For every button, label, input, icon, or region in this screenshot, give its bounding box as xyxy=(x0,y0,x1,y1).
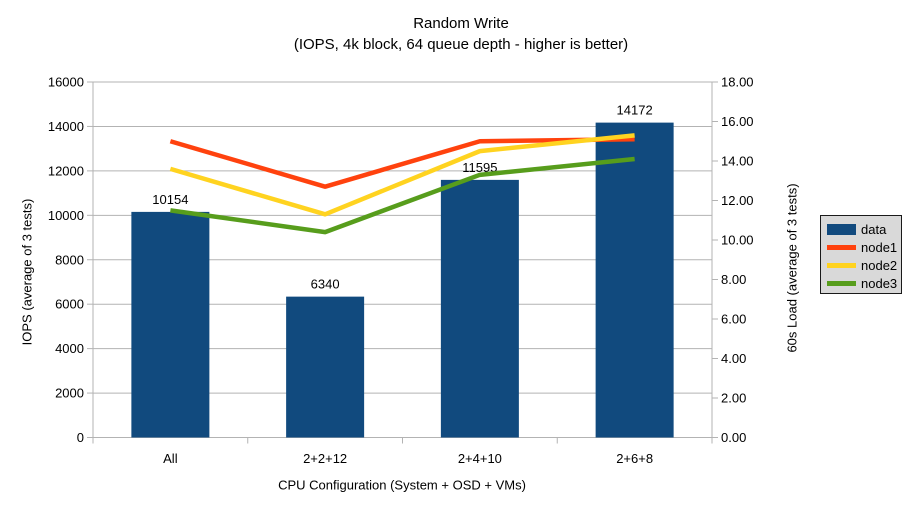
legend-swatch-line xyxy=(827,244,856,250)
right-axis-tick-label: 14.00 xyxy=(721,154,754,169)
legend-label: node3 xyxy=(861,275,898,291)
left-axis-tick-label: 6000 xyxy=(55,297,84,312)
right-axis-tick-label: 4.00 xyxy=(721,351,746,366)
x-axis-category-label: 2+4+10 xyxy=(458,451,502,466)
bar-2+4+10 xyxy=(440,179,519,438)
right-axis-title: 60s Load (average of 3 tests) xyxy=(784,183,800,353)
x-axis-category-label: 2+2+12 xyxy=(303,451,347,466)
legend-swatch-bar xyxy=(827,223,856,235)
x-axis-category-label: All xyxy=(163,451,178,466)
right-axis-tick-label: 10.00 xyxy=(721,233,754,248)
right-axis-tick-label: 12.00 xyxy=(721,193,754,208)
legend-item-node2: node2 xyxy=(821,256,901,274)
legend-label: data xyxy=(861,221,887,237)
legend-swatch-line xyxy=(827,280,856,286)
legend-label: node2 xyxy=(861,257,898,273)
legend-item-data: data xyxy=(821,220,901,238)
line-node2 xyxy=(169,133,635,217)
right-axis-tick-label: 18.00 xyxy=(721,75,754,90)
left-axis-tick-label: 10000 xyxy=(48,208,84,223)
left-axis-tick-label: 16000 xyxy=(48,75,84,90)
x-axis-title: CPU Configuration (System + OSD + VMs) xyxy=(278,477,526,493)
right-axis-tick-label: 2.00 xyxy=(721,391,746,406)
left-axis-tick-label: 8000 xyxy=(55,252,84,267)
bar-2+6+8 xyxy=(595,122,674,438)
right-axis-tick-label: 16.00 xyxy=(721,114,754,129)
left-axis-tick-label: 0 xyxy=(77,430,84,445)
left-axis-tick-label: 2000 xyxy=(55,386,84,401)
bar-2+2+12 xyxy=(286,296,365,438)
bar-All xyxy=(131,211,210,438)
line-node3 xyxy=(170,156,635,235)
left-axis-tick-label: 14000 xyxy=(48,119,84,134)
chart-title: Random Write xyxy=(413,15,509,32)
chart-title-block: Random Write (IOPS, 4k block, 64 queue d… xyxy=(294,13,628,55)
right-axis-tick-label: 6.00 xyxy=(721,312,746,327)
chart-subtitle: (IOPS, 4k block, 64 queue depth - higher… xyxy=(293,36,629,53)
left-axis-tick-label: 12000 xyxy=(48,163,84,178)
legend-item-node3: node3 xyxy=(821,274,901,292)
bar-value-label: 14172 xyxy=(617,103,653,118)
legend: data node1 node2 node3 xyxy=(820,215,902,294)
bar-value-label: 10154 xyxy=(152,192,188,207)
legend-label: node1 xyxy=(861,239,898,255)
right-axis-tick-label: 8.00 xyxy=(721,272,746,287)
bar-value-label: 6340 xyxy=(311,277,340,292)
legend-swatch-line xyxy=(827,262,856,268)
bar-value-label: 11595 xyxy=(462,160,497,175)
line-node1 xyxy=(169,137,635,189)
x-axis-category-label: 2+6+8 xyxy=(616,451,653,466)
right-axis-tick-label: 0.00 xyxy=(721,430,746,445)
left-axis-title: IOPS (average of 3 tests) xyxy=(19,198,35,346)
legend-item-node1: node1 xyxy=(821,238,901,256)
left-axis-tick-label: 4000 xyxy=(55,341,84,356)
